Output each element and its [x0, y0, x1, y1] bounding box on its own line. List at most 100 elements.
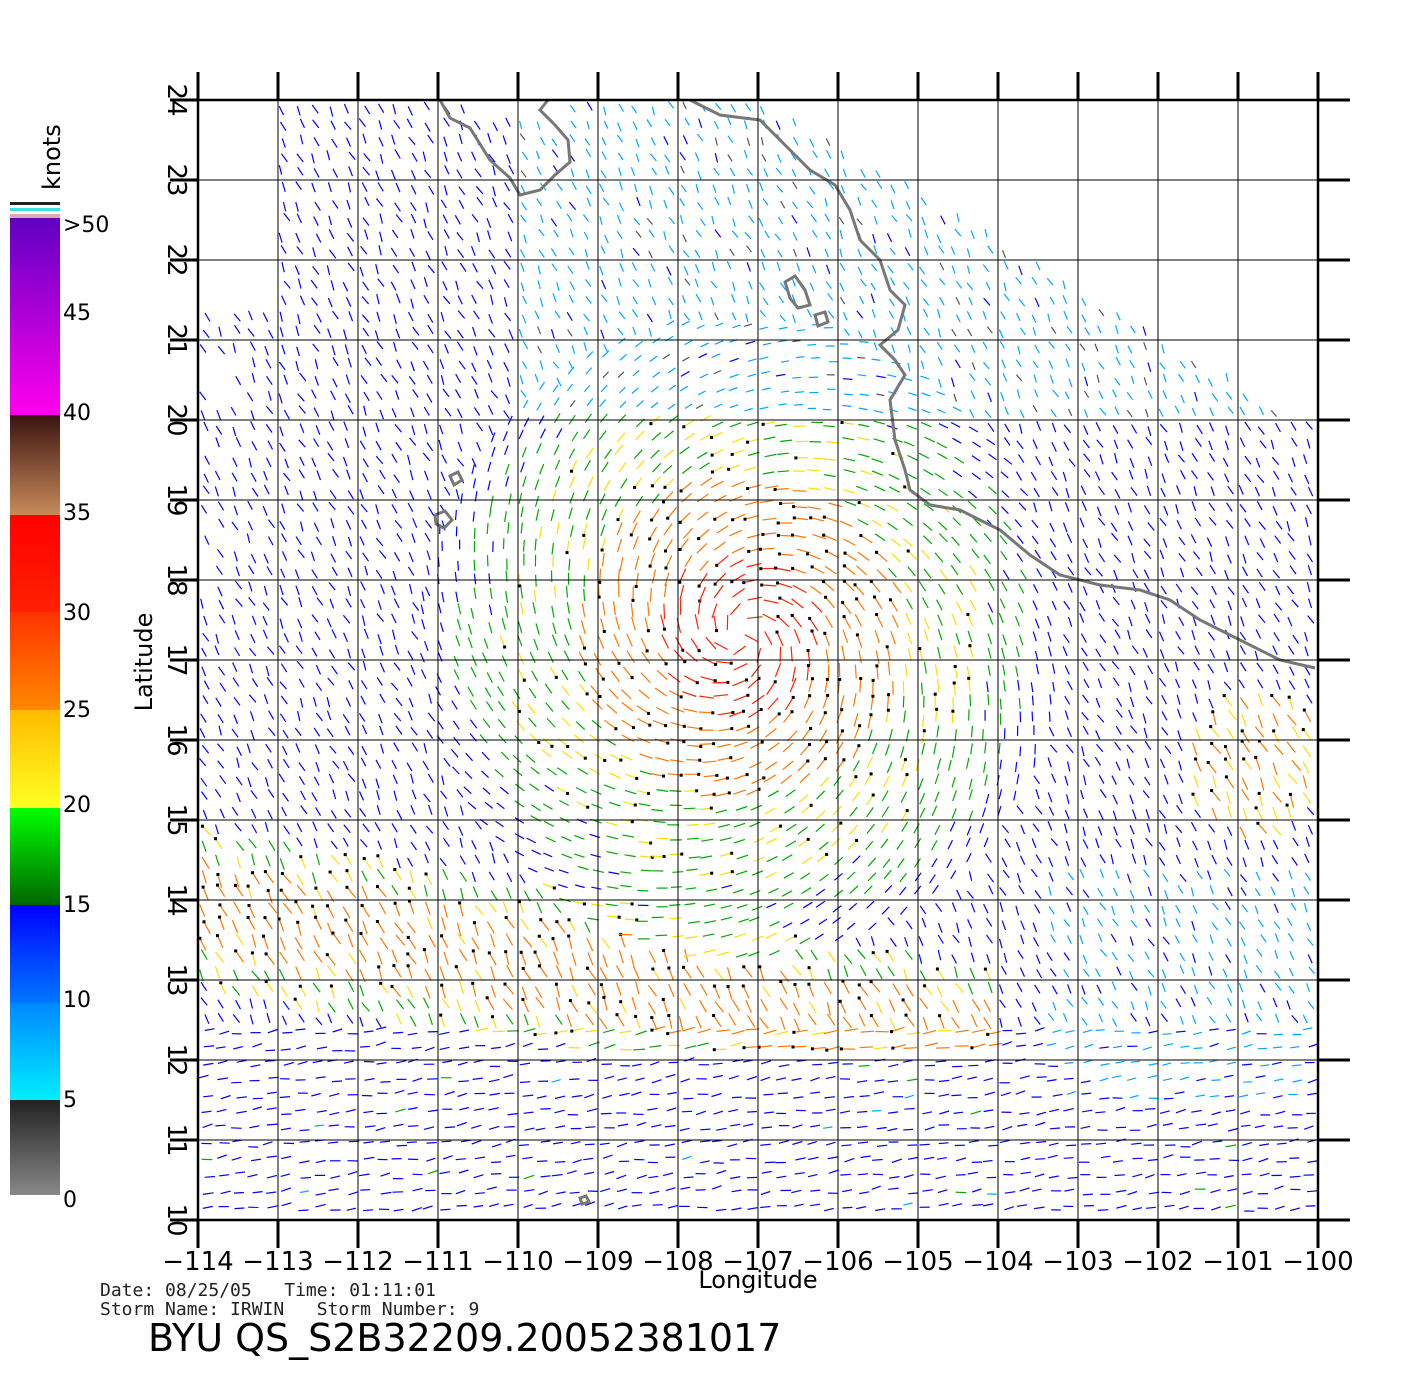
wind-vector [667, 506, 678, 519]
wind-vector [764, 453, 777, 458]
wind-vector [330, 553, 337, 563]
wind-vector [1066, 761, 1071, 772]
wind-vector [314, 359, 319, 370]
wind-vector [734, 741, 748, 748]
wind-vector [860, 278, 867, 287]
wind-vector [1239, 406, 1246, 416]
wind-vector [343, 421, 348, 431]
wind-vector [1207, 762, 1217, 774]
wind-vector [424, 122, 431, 132]
wind-vector [502, 431, 508, 442]
rain-flag [362, 857, 366, 860]
wind-vector [440, 790, 448, 799]
wind-vector [476, 280, 484, 289]
wind-vector [294, 569, 300, 580]
wind-vector [1162, 952, 1169, 962]
wind-vector [476, 422, 483, 432]
wind-vector [1095, 422, 1101, 432]
wind-vector [1018, 634, 1024, 646]
rain-flag [619, 758, 623, 762]
wind-vector [760, 1190, 771, 1196]
wind-vector [265, 405, 274, 415]
wind-vector [1052, 1093, 1063, 1097]
wind-vector [523, 1014, 529, 1026]
wind-vector [1147, 886, 1152, 897]
wind-vector [652, 968, 661, 981]
wind-vector [967, 630, 973, 643]
wind-vector [653, 820, 666, 823]
wind-vector [1096, 374, 1100, 383]
wind-vector [458, 1080, 469, 1083]
wind-vector [785, 823, 797, 832]
wind-vector [635, 981, 640, 995]
wind-vector [715, 809, 728, 814]
wind-vector [1178, 373, 1185, 382]
wind-vector [380, 1172, 391, 1177]
wind-vector [624, 918, 637, 921]
wind-vector [474, 999, 481, 1013]
wind-vector [1016, 440, 1024, 450]
wind-vector [360, 757, 367, 767]
wind-vector [762, 613, 777, 622]
wind-vector [983, 837, 989, 848]
wind-vector [422, 360, 429, 370]
rain-flag [807, 966, 811, 970]
rain-flag [873, 595, 876, 599]
wind-vector [1033, 1016, 1041, 1025]
wind-vector [391, 504, 398, 514]
wind-vector [1258, 406, 1265, 416]
rain-flag [262, 934, 265, 938]
wind-vector [522, 1042, 533, 1047]
wind-vector [507, 231, 513, 242]
wind-vector [1175, 854, 1181, 865]
wind-vector [409, 1015, 417, 1027]
wind-vector [1260, 857, 1264, 867]
wind-vector [1208, 824, 1216, 833]
wind-vector [966, 890, 974, 899]
wind-vector [279, 584, 284, 596]
wind-vector [428, 1109, 438, 1113]
wind-vector [407, 566, 415, 576]
wind-vector [421, 619, 426, 630]
wind-vector [1272, 997, 1278, 1008]
wind-vector [1100, 1063, 1110, 1066]
wind-vector [857, 266, 863, 275]
wind-vector [1064, 809, 1070, 820]
wind-vector [1239, 662, 1247, 672]
wind-vector [782, 742, 794, 753]
wind-vector [1131, 553, 1136, 564]
wind-vector [296, 884, 307, 896]
wind-vector [790, 152, 797, 161]
wind-vector [841, 645, 846, 660]
wind-vector [1143, 550, 1152, 560]
wind-vector [883, 776, 890, 788]
rain-flag [632, 726, 635, 730]
wind-vector [455, 489, 460, 500]
wind-vector [696, 511, 709, 521]
wind-vector [534, 495, 540, 507]
wind-vector [876, 551, 888, 562]
wind-vector [200, 981, 208, 992]
wind-vector [584, 138, 591, 146]
wind-vector [1208, 1015, 1216, 1024]
wind-vector [699, 999, 707, 1013]
wind-vector [296, 246, 304, 255]
wind-vector [296, 660, 304, 669]
wind-vector [1095, 568, 1103, 577]
wind-vector [844, 954, 853, 964]
wind-vector [1126, 758, 1131, 769]
wind-vector [966, 757, 970, 769]
wind-vector [887, 965, 895, 977]
wind-vector [987, 981, 993, 994]
wind-vector [491, 1143, 502, 1148]
wind-vector [940, 215, 946, 225]
wind-vector [854, 664, 857, 679]
wind-vector [360, 374, 368, 384]
wind-vector [833, 889, 844, 898]
wind-vector [857, 518, 869, 526]
wind-vector [937, 328, 942, 338]
wind-vector [746, 245, 752, 253]
rain-flag [664, 566, 668, 570]
wind-vector [471, 840, 477, 850]
wind-vector [505, 1154, 516, 1158]
